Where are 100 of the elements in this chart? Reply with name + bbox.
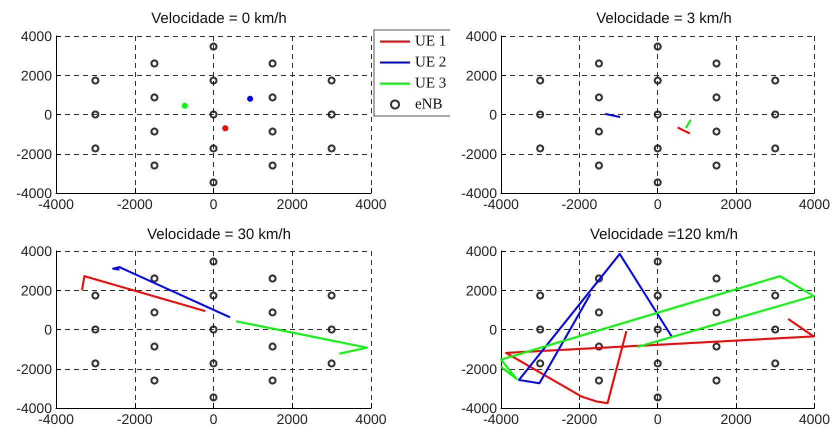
x-tick-label: -2000 [561, 196, 598, 212]
legend-label: UE 2 [415, 54, 446, 70]
x-tick-label: 2000 [720, 196, 752, 212]
x-tick-label: 2000 [720, 411, 752, 427]
x-tick-label: 2000 [276, 196, 308, 212]
y-tick-label: 0 [44, 106, 52, 122]
point [268, 59, 277, 68]
point [536, 144, 544, 152]
point [712, 128, 720, 136]
point [210, 42, 218, 51]
point [210, 393, 218, 402]
point [594, 59, 603, 68]
point [210, 292, 218, 300]
point [654, 258, 662, 266]
point [536, 110, 544, 118]
point [654, 110, 662, 118]
point [210, 359, 218, 368]
y-tick-label: -2000 [16, 146, 52, 162]
x-tick-label: 4000 [798, 196, 830, 212]
x-tick-label: 0 [654, 411, 662, 427]
point [150, 342, 158, 351]
point [771, 144, 780, 152]
point [91, 292, 100, 300]
x-tick-label: 0 [210, 196, 218, 212]
x-tick-label: 0 [210, 411, 218, 427]
x-tick-label: -2000 [116, 411, 153, 427]
x-tick-label: -2000 [116, 196, 153, 212]
point [150, 59, 158, 68]
point [654, 359, 662, 368]
point [712, 342, 720, 351]
point [268, 162, 277, 170]
y-tick-label: 0 [44, 322, 52, 338]
y-tick-label: 4000 [466, 28, 498, 44]
y-tick-label: 2000 [466, 282, 498, 298]
x-tick-label: 0 [654, 196, 662, 212]
point [268, 308, 277, 316]
point [771, 326, 780, 334]
point [654, 144, 662, 152]
x-tick-label: -2000 [561, 411, 598, 427]
point [268, 274, 277, 282]
point [328, 326, 336, 334]
point [712, 376, 720, 385]
point [328, 76, 336, 85]
point [771, 292, 780, 300]
point [712, 59, 720, 68]
point [536, 76, 544, 85]
point [594, 342, 603, 351]
y-tick-label: 0 [489, 322, 498, 338]
point [268, 376, 277, 385]
point [91, 359, 100, 368]
point [150, 274, 158, 282]
point [771, 359, 780, 368]
line-series [112, 266, 232, 318]
x-tick-label: 2000 [276, 411, 308, 427]
x-tick-label: 4000 [355, 196, 387, 212]
point [654, 326, 662, 334]
point [328, 359, 336, 368]
y-tick-label: 4000 [20, 243, 52, 259]
y-tick-label: -2000 [461, 146, 498, 162]
legend-label: UE 3 [415, 76, 446, 92]
point [210, 76, 218, 85]
point [536, 359, 544, 368]
y-tick-label: 4000 [466, 243, 498, 259]
point [91, 110, 100, 118]
line-series [505, 318, 815, 404]
point [210, 178, 218, 186]
y-tick-label: 2000 [20, 67, 52, 84]
point [654, 76, 662, 85]
point [594, 376, 603, 385]
point [150, 308, 158, 316]
point [150, 376, 158, 385]
y-tick-label: -2000 [461, 360, 498, 377]
chart-title: Velocidade =120 km/h [590, 226, 738, 243]
point [654, 393, 662, 402]
point [150, 128, 158, 136]
point [654, 292, 662, 300]
point [328, 292, 336, 300]
legend-label: UE 1 [415, 34, 446, 50]
point [712, 162, 720, 170]
chart-title: Velocidade = 30 km/h [147, 226, 291, 243]
point [536, 292, 544, 300]
point [210, 110, 218, 118]
point [594, 128, 603, 136]
point [536, 326, 544, 334]
point [210, 258, 218, 266]
line-series [500, 275, 815, 380]
point [91, 76, 100, 85]
point [771, 110, 780, 118]
y-tick-label: -2000 [16, 360, 52, 377]
point [150, 93, 158, 102]
point [594, 93, 603, 102]
point [712, 274, 720, 282]
point [771, 76, 780, 85]
y-tick-label: 2000 [466, 67, 498, 84]
point [210, 144, 218, 152]
x-tick-label: 4000 [798, 411, 830, 427]
point [268, 342, 277, 351]
point [150, 162, 158, 170]
point [654, 42, 662, 51]
point [210, 326, 218, 334]
